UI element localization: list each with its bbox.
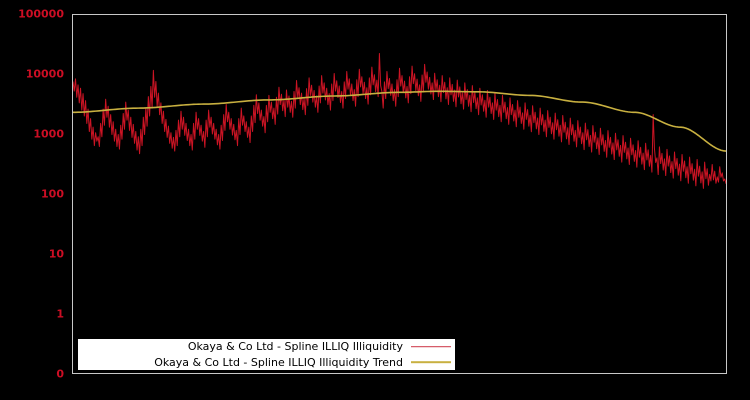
legend-label-trend: Okaya & Co Ltd - Spline ILLIQ Illiquidit… — [154, 355, 403, 369]
series-group — [73, 52, 726, 189]
legend-entry-series[interactable]: Okaya & Co Ltd - Spline ILLIQ Illiquidit… — [78, 339, 455, 355]
y-tick-1: 1 — [56, 307, 64, 321]
y-tick-100: 100 — [41, 187, 64, 201]
legend-swatch-trend — [411, 357, 451, 368]
y-tick-10: 10 — [48, 247, 64, 261]
y-tick-100000: 100000 — [18, 7, 64, 21]
legend[interactable]: Okaya & Co Ltd - Spline ILLIQ Illiquidit… — [78, 339, 455, 370]
legend-entry-trend[interactable]: Okaya & Co Ltd - Spline ILLIQ Illiquidit… — [78, 355, 455, 371]
y-tick-1000: 1000 — [33, 127, 64, 141]
legend-label-series: Okaya & Co Ltd - Spline ILLIQ Illiquidit… — [187, 340, 403, 354]
illiquidity-series-line — [73, 52, 726, 189]
legend-swatch-series — [411, 341, 451, 352]
illiquidity-trend-line — [73, 90, 726, 152]
plot-area — [72, 14, 727, 374]
plot-canvas — [73, 52, 726, 189]
y-tick-10000: 10000 — [25, 67, 64, 81]
y-tick-0: 0 — [56, 367, 64, 381]
